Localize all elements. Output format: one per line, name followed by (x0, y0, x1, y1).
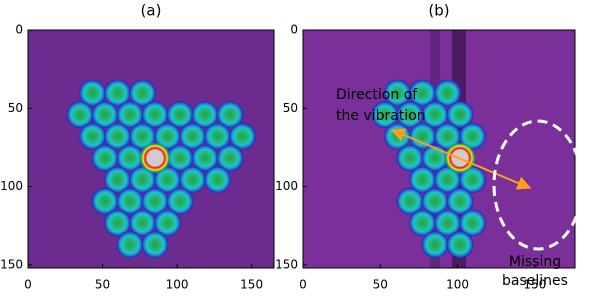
annotation: baselines (502, 273, 568, 289)
pupil (91, 144, 119, 172)
pupil (421, 187, 449, 216)
x-tick-label: 100 (166, 278, 189, 292)
reference-pupil (139, 142, 171, 174)
pupil (128, 79, 157, 108)
panel (28, 30, 274, 268)
y-tick-label: 50 (8, 101, 23, 115)
y-tick-label: 100 (275, 179, 298, 193)
vibration-arrow (390, 128, 532, 190)
pupil (103, 79, 132, 108)
pupil (78, 122, 107, 151)
pupil (408, 79, 437, 108)
pupil (178, 122, 207, 151)
pupil (216, 100, 244, 129)
pupil (66, 100, 94, 129)
missing-region (492, 119, 584, 251)
pupil (446, 230, 474, 259)
y-tick-label: 150 (275, 257, 298, 271)
pupil (458, 208, 487, 237)
pupil (371, 100, 399, 129)
pupil (191, 100, 219, 129)
pupil (128, 208, 157, 237)
pupil (446, 100, 474, 129)
pupil (91, 187, 119, 216)
y-tick-label: 100 (0, 179, 23, 193)
y-tick-label: 0 (290, 23, 298, 37)
pupil (78, 79, 107, 108)
pupil (433, 208, 462, 237)
pupil (396, 100, 424, 129)
pupil (383, 79, 412, 108)
pupil (141, 230, 169, 259)
pupil (396, 187, 424, 216)
pupil (228, 122, 257, 151)
annotation: Direction of (336, 87, 418, 103)
pupil (203, 165, 232, 194)
pupil (103, 208, 132, 237)
y-tick-label: 0 (15, 23, 23, 37)
annotation: Missing (509, 254, 561, 270)
pupil (103, 122, 132, 151)
panel-title: (b) (428, 2, 449, 20)
pupil (103, 165, 132, 194)
pupil (166, 100, 194, 129)
annotation: the vibration (336, 108, 426, 124)
pupil (433, 79, 462, 108)
x-tick-label: 0 (24, 278, 32, 292)
pupil (141, 100, 169, 129)
pupil (166, 187, 194, 216)
x-tick-label: 100 (446, 278, 469, 292)
pupil (446, 187, 474, 216)
y-tick-label: 50 (283, 101, 298, 115)
x-tick-label: 150 (240, 278, 263, 292)
x-tick-label: 50 (95, 278, 110, 292)
pupil (116, 187, 144, 216)
pupil (166, 144, 194, 172)
pupil (203, 122, 232, 151)
x-tick-label: 0 (299, 278, 307, 292)
panel-title: (a) (141, 2, 162, 20)
pupil (116, 144, 144, 172)
x-tick-label: 150 (523, 278, 546, 292)
y-tick-label: 150 (0, 257, 23, 271)
pupil (216, 144, 244, 172)
pupil (178, 165, 207, 194)
pupil (191, 144, 219, 172)
pupil (141, 187, 169, 216)
pupil (116, 100, 144, 129)
pupil (408, 208, 437, 237)
pupil (116, 230, 144, 259)
pupil (421, 100, 449, 129)
pupil (421, 230, 449, 259)
pupil (91, 100, 119, 129)
plot-frame (27, 29, 275, 269)
pupil (153, 208, 182, 237)
x-tick-label: 50 (373, 278, 388, 292)
